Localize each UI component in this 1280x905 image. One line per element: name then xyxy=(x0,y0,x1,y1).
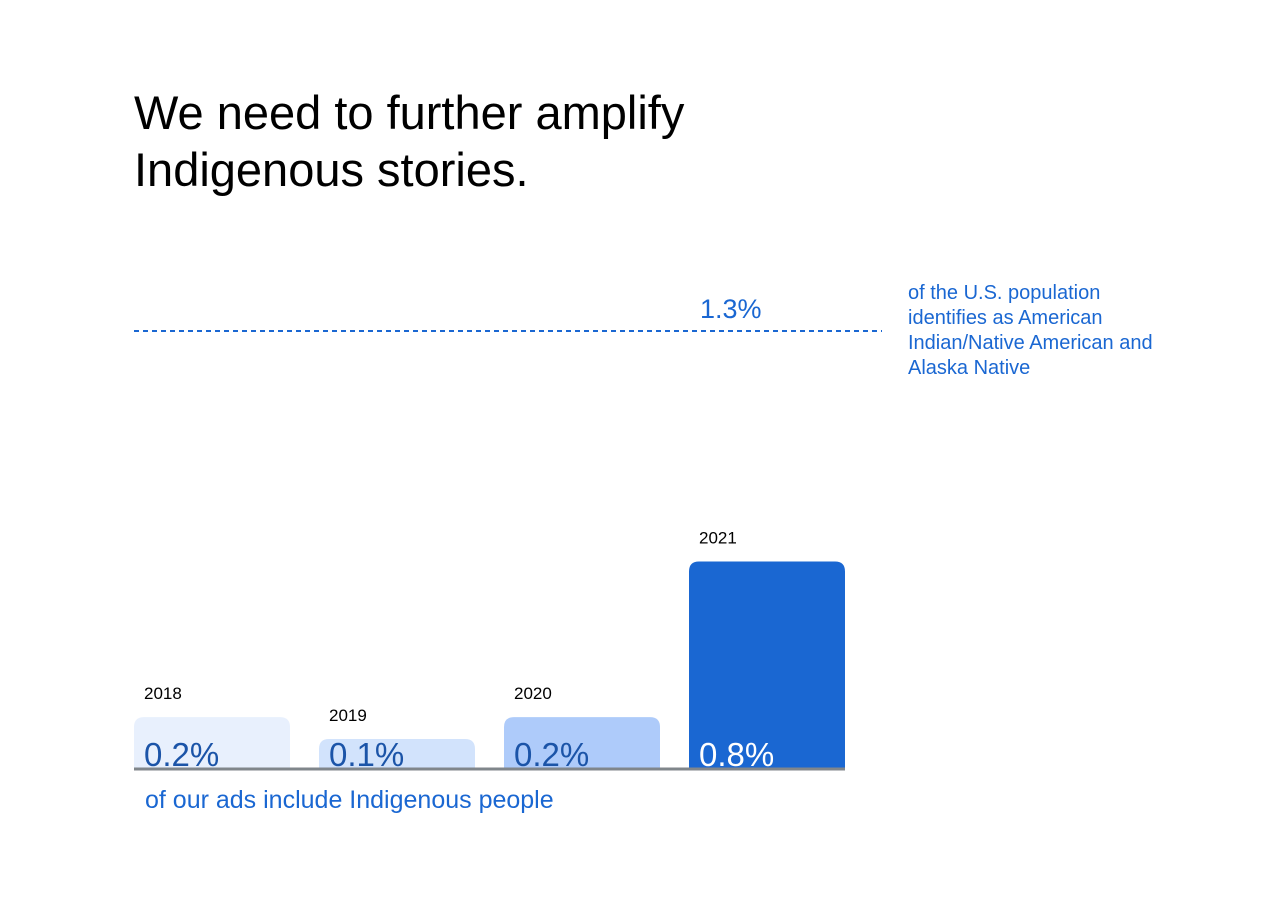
value-label-2018: 0.2% xyxy=(144,736,219,773)
year-label-2020: 2020 xyxy=(514,684,552,703)
year-label-2019: 2019 xyxy=(329,706,367,725)
bars-group: 2018 0.2% 2019 0.1% 2020 0.2% 2021 0.8% xyxy=(134,528,845,773)
year-label-2018: 2018 xyxy=(144,684,182,703)
page-title: We need to further amplify Indigenous st… xyxy=(134,86,685,196)
bar-2018 xyxy=(134,717,290,769)
year-label-2021: 2021 xyxy=(699,528,737,547)
bar-2019 xyxy=(319,739,475,769)
value-label-2021: 0.8% xyxy=(699,736,774,773)
bar-2020 xyxy=(504,717,660,769)
bar-2021 xyxy=(689,561,845,769)
reference-line-label: 1.3% xyxy=(700,294,762,324)
reference-line-note: of the U.S. population identifies as Ame… xyxy=(908,282,1153,379)
value-label-2019: 0.1% xyxy=(329,736,404,773)
chart-caption: of our ads include Indigenous people xyxy=(145,786,554,814)
value-label-2020: 0.2% xyxy=(514,736,589,773)
